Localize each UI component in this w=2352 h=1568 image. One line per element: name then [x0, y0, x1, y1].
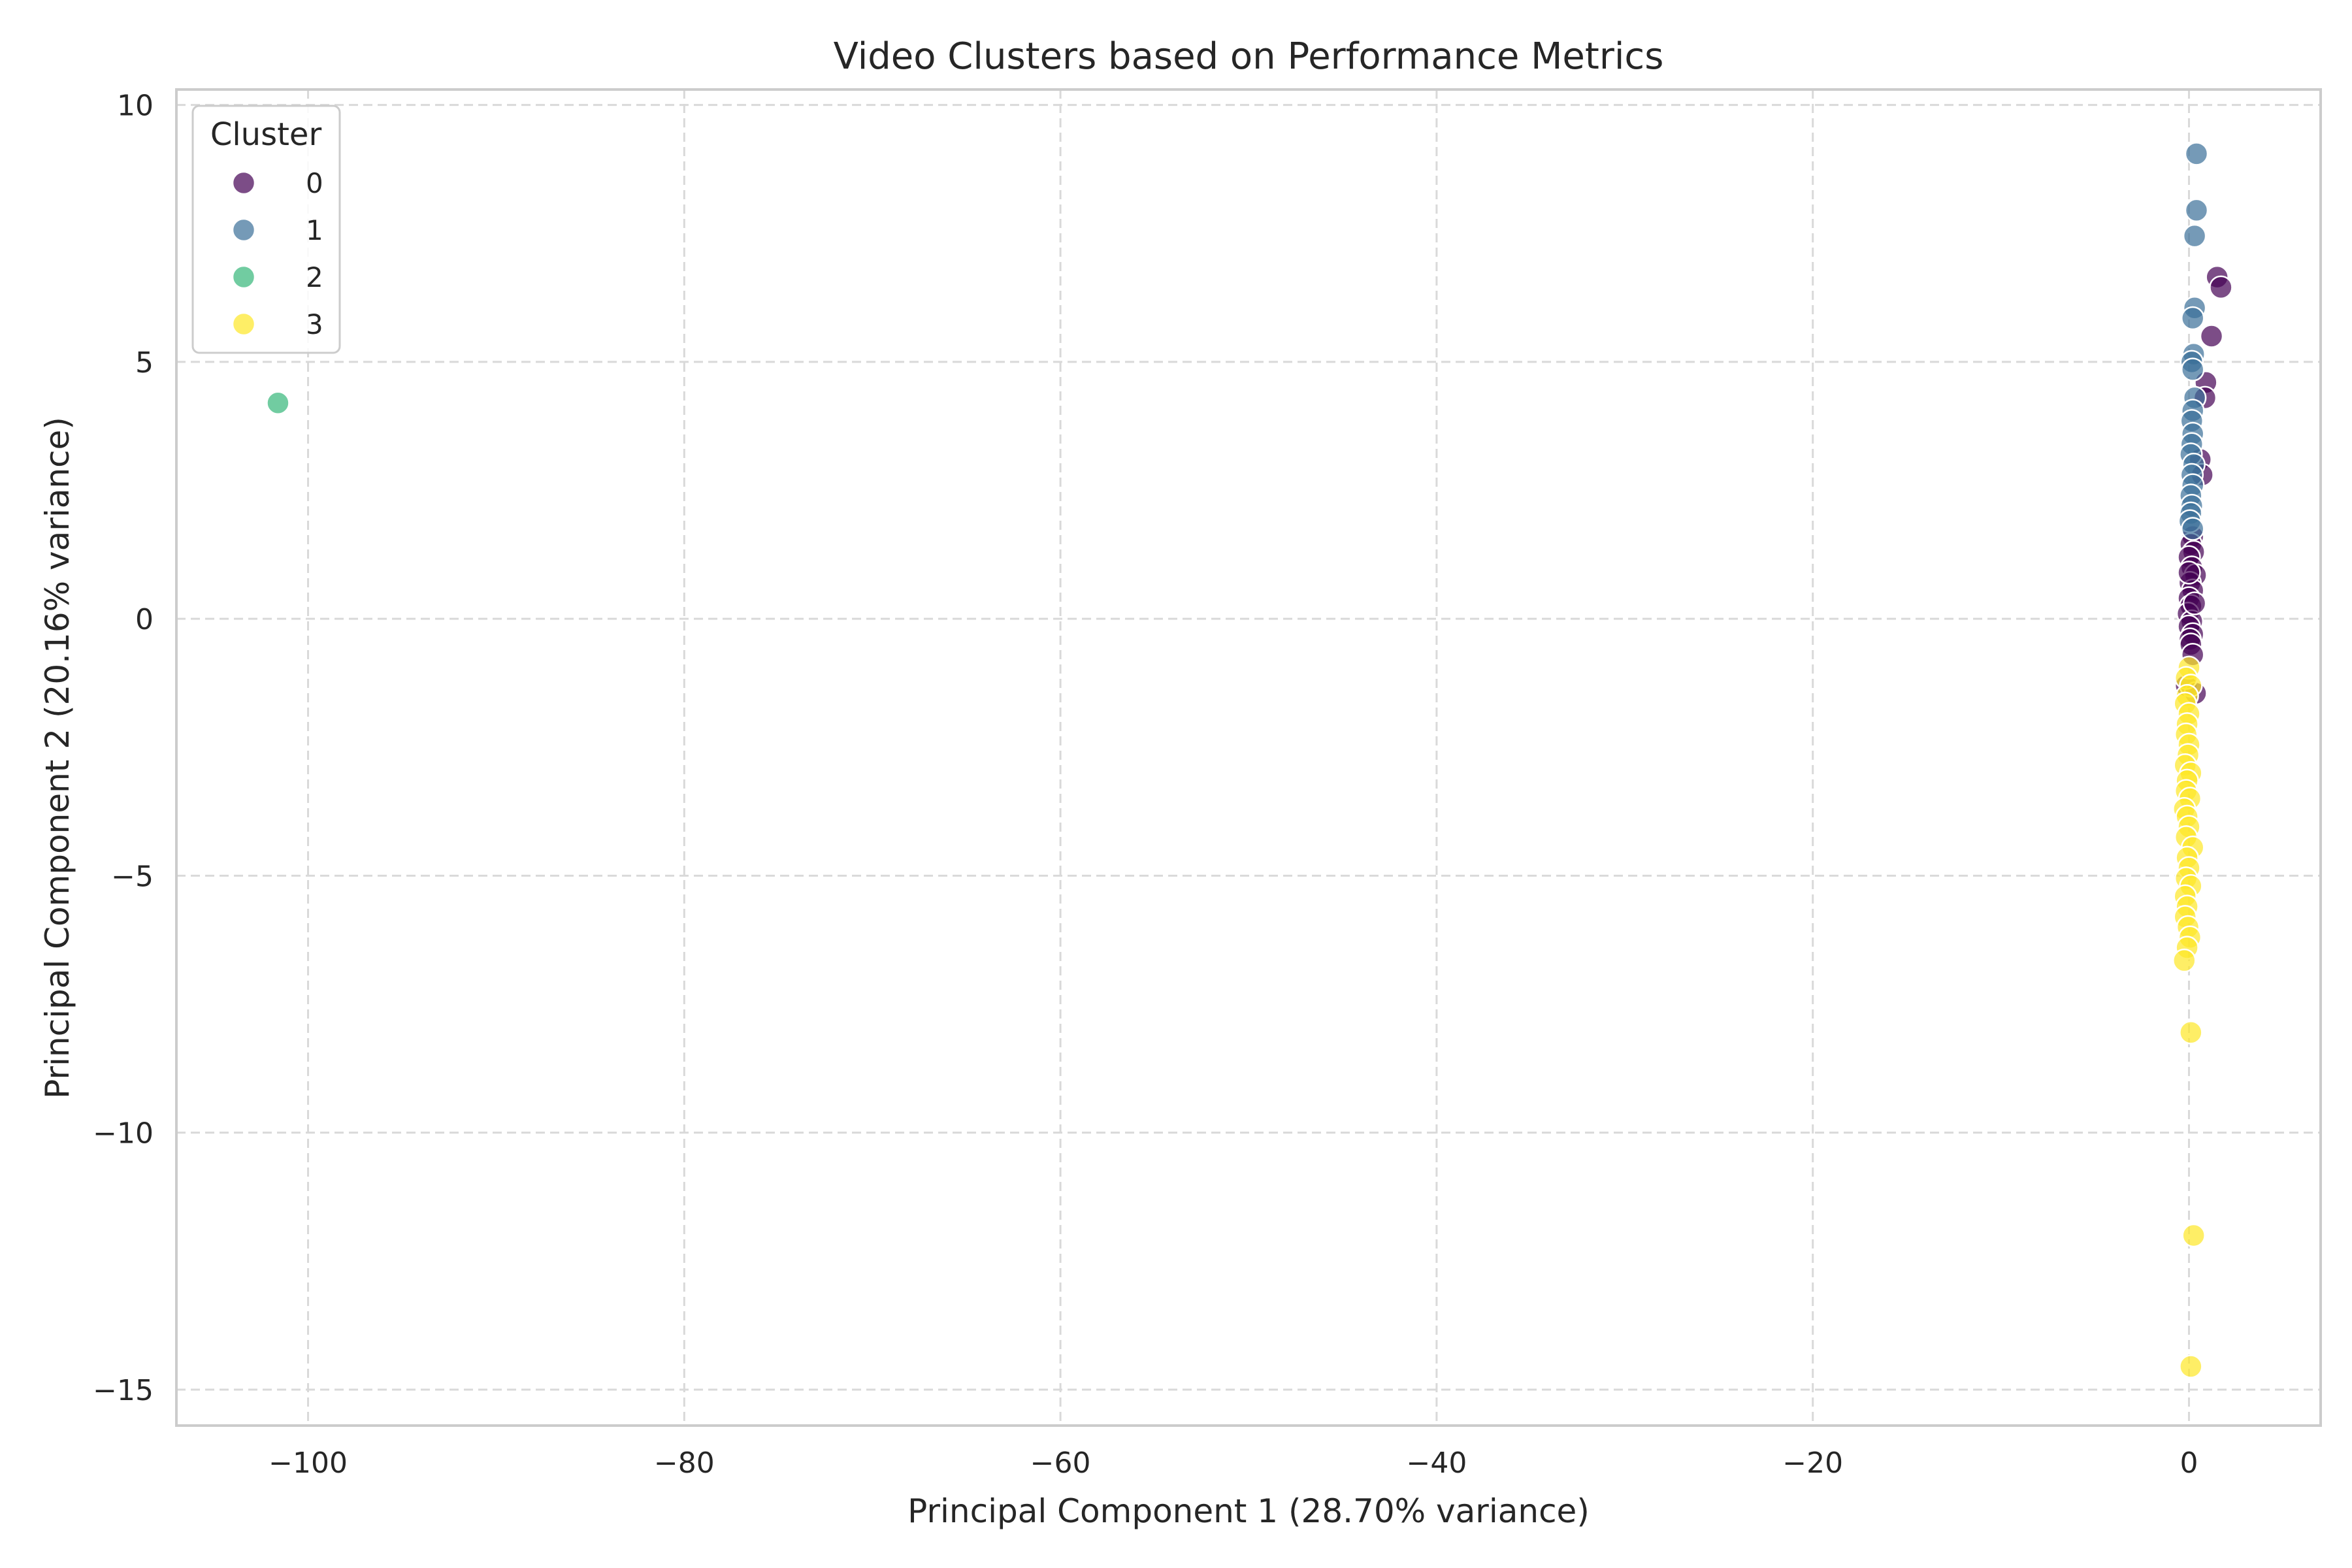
- data-point: [2179, 1021, 2203, 1045]
- legend-label: 2: [306, 261, 323, 293]
- legend-marker: [231, 218, 256, 242]
- x-axis-label: Principal Component 1 (28.70% variance): [907, 1492, 1590, 1530]
- y-tick-label: 10: [117, 90, 154, 123]
- y-tick-label: 5: [135, 346, 154, 380]
- data-points: [266, 142, 2233, 1379]
- series-cluster-3: [2172, 655, 2206, 1379]
- series-cluster-2: [266, 391, 290, 416]
- x-tick-label: −100: [269, 1446, 348, 1480]
- plot-frame: [175, 88, 2322, 1427]
- legend-label: 3: [306, 308, 323, 340]
- data-point: [2182, 591, 2207, 615]
- x-tick-label: −40: [1406, 1446, 1467, 1480]
- data-point: [2172, 948, 2197, 973]
- x-tick-label: 0: [2180, 1446, 2198, 1480]
- legend: Cluster 0 1 2 3: [191, 105, 341, 354]
- y-tick-label: −15: [93, 1374, 154, 1407]
- x-tick-label: −20: [1782, 1446, 1843, 1480]
- data-point: [2199, 324, 2224, 348]
- y-axis-ticks: 10 5 0 −5 −10 −15: [93, 90, 154, 1407]
- data-point: [266, 391, 290, 416]
- legend-marker: [231, 312, 256, 336]
- legend-marker: [231, 265, 256, 289]
- data-point: [2184, 198, 2209, 223]
- data-point: [2209, 275, 2233, 300]
- y-tick-label: 0: [135, 603, 154, 636]
- x-axis-ticks: −100 −80 −60 −40 −20 0: [269, 1446, 2198, 1480]
- legend-box: [191, 105, 341, 354]
- y-tick-label: −5: [111, 860, 154, 893]
- data-point: [2179, 1354, 2203, 1379]
- series-cluster-1: [2178, 142, 2209, 541]
- y-axis-label: Principal Component 2 (20.16% variance): [39, 417, 76, 1099]
- legend-label: 1: [306, 214, 323, 246]
- y-tick-label: −10: [93, 1117, 154, 1151]
- legend-marker: [231, 171, 256, 195]
- x-tick-label: −80: [654, 1446, 715, 1480]
- legend-title: Cluster: [210, 116, 322, 153]
- data-point: [2180, 306, 2205, 331]
- data-point: [2182, 223, 2207, 248]
- chart-title: Video Clusters based on Performance Metr…: [834, 35, 1664, 78]
- data-point: [2180, 517, 2205, 541]
- x-tick-label: −60: [1030, 1446, 1091, 1480]
- legend-items: 0 1 2 3: [231, 167, 323, 340]
- legend-label: 0: [306, 167, 323, 199]
- data-point: [2177, 561, 2201, 585]
- data-point: [2181, 1223, 2206, 1248]
- data-point: [2180, 357, 2205, 382]
- data-point: [2184, 142, 2209, 166]
